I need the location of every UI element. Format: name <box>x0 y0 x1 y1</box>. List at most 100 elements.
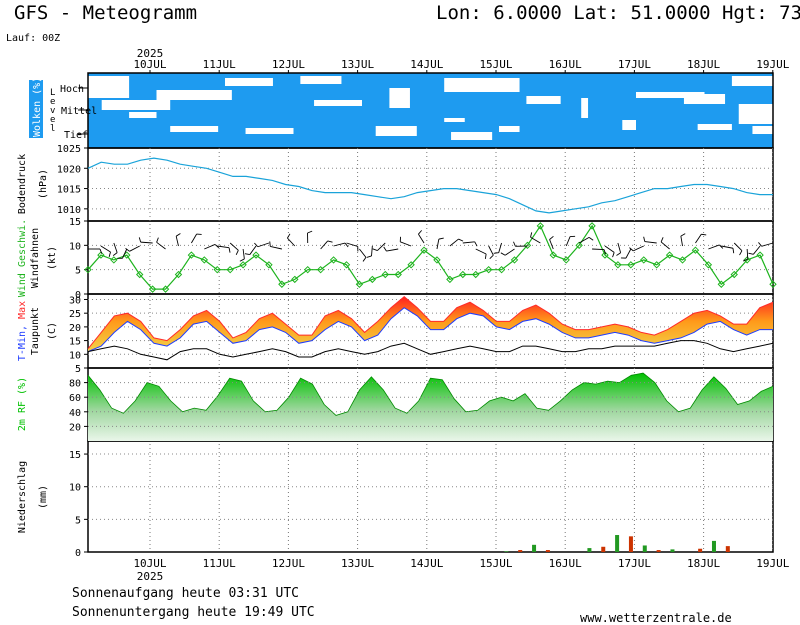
precip-bar <box>545 550 550 552</box>
wind-barb-flag <box>228 247 231 253</box>
cloud-block <box>738 104 773 124</box>
temperature-tick-label: 5 <box>75 364 81 375</box>
wind-point <box>652 261 661 269</box>
cloud-block <box>697 124 732 130</box>
precip-bar <box>698 548 703 552</box>
wind-point <box>743 256 751 264</box>
wind-barb <box>217 245 230 249</box>
wind-point <box>148 285 157 293</box>
wind-point <box>174 270 183 279</box>
wind-barb-flag <box>327 240 333 243</box>
cloud-block <box>129 112 157 118</box>
wind-point <box>187 251 196 259</box>
precip-bar <box>518 550 523 552</box>
cloud-level-letter: l <box>50 124 55 134</box>
wind-point <box>135 270 144 279</box>
wind-barb <box>644 241 657 244</box>
wind-point <box>213 265 221 274</box>
wind-point <box>368 275 377 284</box>
wind-barb-flag <box>239 258 245 262</box>
wind-barb-flag <box>484 253 487 260</box>
wind-point <box>381 270 389 279</box>
date-label-top: 14JUL <box>410 58 443 71</box>
location-coordinates: Lon: 6.0000 Lat: 51.0000 Hgt: 73 <box>436 2 800 24</box>
wind-barb <box>604 245 615 253</box>
wind-point <box>484 265 493 274</box>
wind-point <box>472 270 480 279</box>
date-label-top: 17JUL <box>618 58 651 71</box>
date-label-top: 12JUL <box>272 58 305 71</box>
wind-barb-flag <box>214 244 220 249</box>
wind-tick-label: 15 <box>69 217 81 228</box>
cloud-block <box>375 126 417 136</box>
precip-bar <box>587 548 592 552</box>
wind-barb <box>100 245 111 253</box>
wind-point <box>536 222 545 230</box>
precip-axis-label: Niederschlag <box>17 461 28 533</box>
wind-barb-flag <box>108 251 111 257</box>
wind-barb-flag <box>362 257 367 262</box>
date-label-bottom: 10JUL <box>133 557 166 570</box>
cloud-block <box>444 78 520 92</box>
wind-tick-label: 5 <box>75 266 81 277</box>
wind-point <box>278 280 286 288</box>
wind-barb <box>249 245 257 255</box>
wind-barb-flag <box>616 252 621 256</box>
sunrise-text: Sonnenaufgang heute 03:31 UTC <box>72 586 299 601</box>
wind-barb-flag <box>500 252 506 256</box>
wind-barb <box>175 236 179 247</box>
wind-barb-flag <box>748 252 754 255</box>
temperature-axis-label: T-Min, Max <box>17 301 28 361</box>
panel-frame <box>87 440 774 553</box>
wind-barb <box>140 241 153 244</box>
date-label-bottom: 16JUL <box>549 557 582 570</box>
wind-barb <box>386 248 399 252</box>
wind-point <box>665 251 674 259</box>
wind-barb-flag <box>99 248 103 254</box>
wind-point <box>329 256 338 264</box>
wind-point <box>756 251 764 259</box>
wind-barb-flag <box>603 249 607 255</box>
wind-barb <box>660 241 670 250</box>
wind-barb <box>113 242 118 253</box>
wind-barb <box>617 242 622 253</box>
cloud-block <box>300 76 342 84</box>
wind-point <box>200 256 209 264</box>
wind-barb-flag <box>530 232 533 238</box>
date-label-bottom: 15JUL <box>479 557 512 570</box>
precip-tick-label: 0 <box>75 548 81 559</box>
humidity-tick-label: 20 <box>69 422 81 433</box>
wind-point <box>575 241 583 250</box>
date-label-bottom: 12JUL <box>272 557 305 570</box>
wind-barb <box>498 242 503 253</box>
wind-barb <box>721 245 734 249</box>
wind-axis-label: Wind Geschwi. <box>17 219 28 297</box>
tmax-line <box>87 296 774 350</box>
precip-bar <box>725 546 730 552</box>
wind-barb <box>270 245 282 250</box>
precip-bar <box>615 535 620 552</box>
cloud-level-letter: v <box>50 106 55 116</box>
temperature-tick-label: 10 <box>69 350 81 361</box>
wind-barb-flag <box>629 247 634 252</box>
wind-point <box>588 222 596 230</box>
source-link[interactable]: www.wetterzentrale.de <box>580 611 732 625</box>
date-label-bottom: 13JUL <box>341 557 374 570</box>
precip-tick-label: 10 <box>69 483 81 494</box>
precip-unit-label: (mm) <box>38 485 49 509</box>
wind-barb <box>625 248 632 259</box>
wind-barb-flag <box>438 237 444 240</box>
wind-point <box>420 246 428 254</box>
cloud-level-letter: e <box>50 97 55 107</box>
cloud-block <box>444 118 465 122</box>
precip-bar <box>711 540 716 552</box>
wind-barb-flag <box>474 241 478 247</box>
wind-barb-flag <box>660 237 664 243</box>
wind-barb-flag <box>125 247 130 252</box>
precip-bar <box>532 544 537 552</box>
wind-barb-flag <box>513 241 516 247</box>
date-label-bottom: 11JUL <box>203 557 236 570</box>
humidity-tick-label: 60 <box>69 393 81 404</box>
wind-point <box>291 275 299 284</box>
